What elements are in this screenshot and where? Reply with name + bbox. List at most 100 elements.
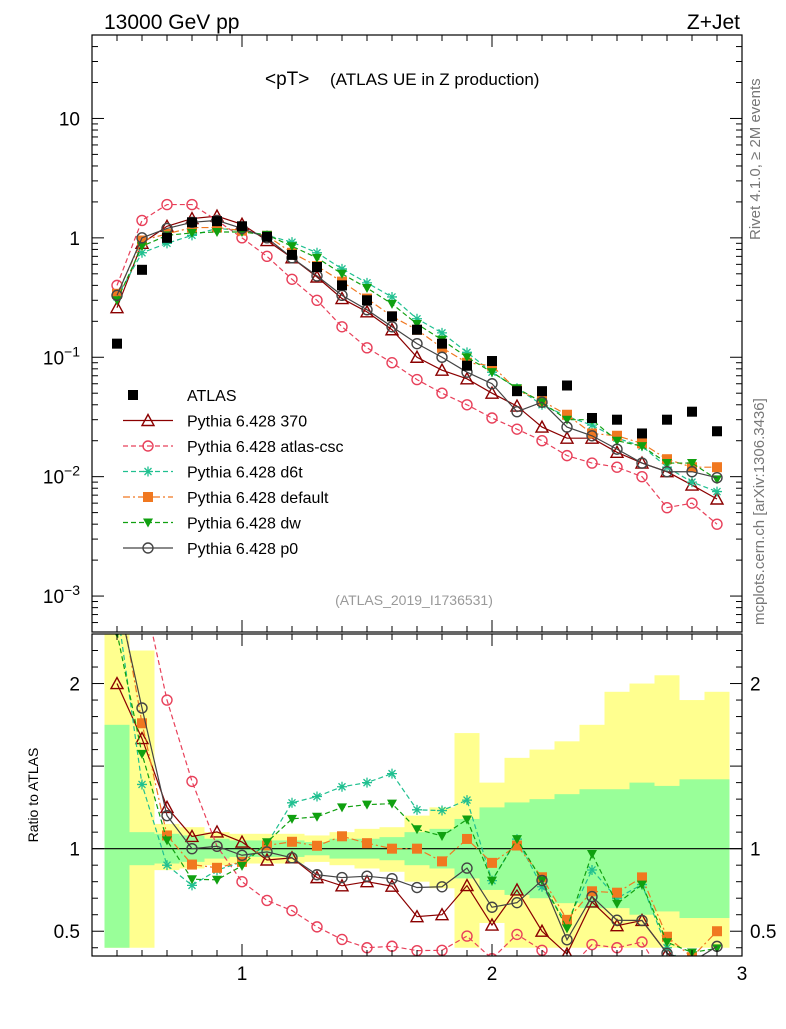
ratio-point xyxy=(687,980,697,990)
ratio-point xyxy=(287,797,297,808)
ratio-line xyxy=(125,634,718,956)
ratio-point xyxy=(536,874,548,887)
series-point xyxy=(337,269,347,279)
ratio-point xyxy=(436,881,448,893)
ratio-point xyxy=(484,917,500,931)
ratio-point xyxy=(162,860,172,871)
reference-point xyxy=(687,406,697,417)
ratio-point xyxy=(286,904,298,917)
series-point xyxy=(334,291,350,305)
series-point xyxy=(487,368,497,378)
ratio-point xyxy=(387,799,397,809)
ratio-point xyxy=(511,928,523,941)
series-point xyxy=(636,470,648,483)
ratio-point xyxy=(186,775,198,788)
series-point xyxy=(587,428,597,439)
ratio-point xyxy=(361,870,373,882)
legend: ATLAS Pythia 6.428 370 Pythia 6.428 atlas-… xyxy=(123,388,344,558)
ratio-point xyxy=(311,921,323,933)
ratio-y-tick-label-right: 2 xyxy=(750,675,761,696)
series-point xyxy=(212,227,222,237)
reference-point xyxy=(612,414,622,425)
legend-entry: Pythia 6.428 d6t xyxy=(123,465,303,482)
ratio-point xyxy=(386,872,398,885)
reference-point xyxy=(237,221,247,232)
legend-entry: Pythia 6.428 default xyxy=(123,490,329,507)
ratio-point xyxy=(486,901,498,913)
series-point xyxy=(412,313,422,324)
series-point xyxy=(484,385,500,399)
reference-point xyxy=(137,264,147,275)
plot-subtitle: (ATLAS UE in Z production) xyxy=(330,70,539,89)
series-point xyxy=(562,409,572,420)
ratio-point xyxy=(362,777,372,788)
ratio-point xyxy=(159,799,175,814)
ratio-point xyxy=(586,890,598,903)
legend-marker xyxy=(143,518,153,528)
ratio-point xyxy=(562,966,572,976)
ratio-point xyxy=(286,852,298,864)
series-point xyxy=(409,349,425,363)
ratio-y-tick-label-right: 1 xyxy=(750,840,761,861)
ratio-point xyxy=(561,934,573,946)
ratio-point xyxy=(662,931,672,942)
ratio-point xyxy=(662,938,672,948)
reference-point xyxy=(562,380,572,391)
process-label: Z+Jet xyxy=(687,11,740,34)
analysis-label: (ATLAS_2019_I1736531) xyxy=(335,592,493,608)
series-point xyxy=(536,396,548,408)
series-point xyxy=(436,387,448,399)
ratio-point xyxy=(209,824,225,838)
x-tick-label: 1 xyxy=(237,964,248,985)
reference-point xyxy=(212,216,222,227)
series-point xyxy=(511,423,523,435)
series-point xyxy=(612,430,622,441)
ratio-point xyxy=(612,887,622,898)
reference-point xyxy=(437,338,447,349)
ratio-point xyxy=(561,946,573,956)
ratio-point xyxy=(162,830,172,841)
ratio-point xyxy=(311,869,323,881)
ratio-point xyxy=(562,914,572,925)
ratio-point xyxy=(511,896,523,909)
reference-point xyxy=(662,414,672,425)
ratio-point xyxy=(687,966,697,976)
ratio-point xyxy=(712,981,722,991)
series-point xyxy=(386,357,398,369)
ratio-point xyxy=(362,838,372,849)
ratio-point xyxy=(237,861,247,871)
ratio-point xyxy=(712,957,722,967)
series-point xyxy=(712,486,722,497)
reference-point xyxy=(187,217,197,228)
ratio-point xyxy=(161,809,173,822)
reference-point xyxy=(537,386,547,397)
series-point xyxy=(411,337,423,350)
series-point xyxy=(361,342,373,354)
series-point xyxy=(609,444,625,458)
ratio-point xyxy=(362,800,372,810)
reference-point xyxy=(387,311,397,322)
ratio-point xyxy=(287,836,297,847)
ratio-point xyxy=(487,876,497,886)
ratio-point xyxy=(212,875,222,885)
reference-point xyxy=(712,426,722,437)
series-point xyxy=(586,430,598,442)
ratio-series-5 xyxy=(125,634,723,956)
reference-point xyxy=(637,428,647,439)
ratio-point xyxy=(711,963,723,974)
series-point xyxy=(561,449,573,462)
reference-point xyxy=(262,231,272,242)
series-point xyxy=(309,269,325,283)
legend-label: ATLAS xyxy=(187,388,237,405)
series-3 xyxy=(112,222,722,473)
ratio-point xyxy=(287,814,297,824)
ratio-point xyxy=(534,923,550,937)
ratio-point xyxy=(512,835,522,845)
legend-entry: Pythia 6.428 p0 xyxy=(123,541,298,558)
series-point xyxy=(711,518,723,530)
ratio-point xyxy=(586,938,598,951)
legend-marker xyxy=(140,413,156,427)
reference-point xyxy=(462,360,472,371)
